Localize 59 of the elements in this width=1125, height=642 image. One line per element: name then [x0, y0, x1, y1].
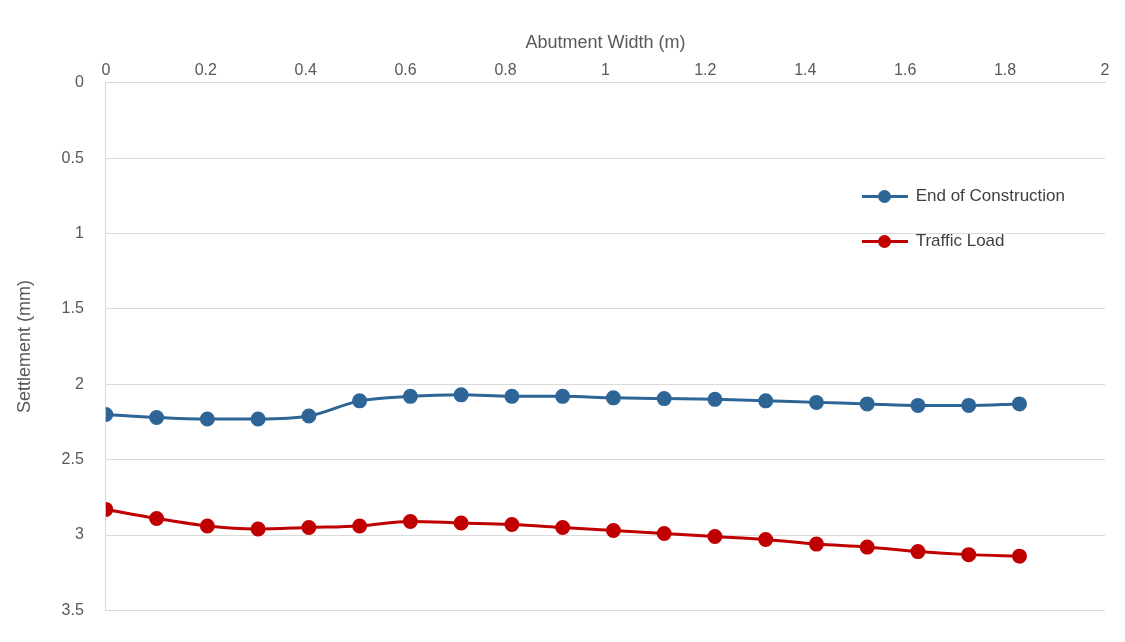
point: [352, 518, 368, 534]
point: [808, 394, 824, 410]
point: [149, 409, 165, 425]
x-tick-label: 1.6: [894, 60, 917, 78]
point: [250, 411, 266, 427]
point: [555, 519, 571, 535]
x-tick-label: 0: [101, 60, 111, 78]
x-tick-label: 1.8: [993, 60, 1017, 78]
point: [758, 393, 774, 409]
y-tick-label: 0: [74, 73, 84, 91]
y-tick-label: 1.5: [61, 299, 84, 317]
point: [199, 518, 215, 534]
point: [301, 408, 317, 424]
x-tick-label: 2: [1100, 60, 1110, 78]
y-tick-label: 3: [74, 525, 84, 543]
y-tick-label: 1: [74, 223, 84, 241]
x-tick-label: 0.8: [494, 60, 517, 78]
point: [301, 519, 317, 535]
point: [402, 513, 418, 529]
point: [1011, 548, 1027, 564]
point: [504, 516, 520, 532]
point: [453, 387, 469, 403]
point: [808, 536, 824, 552]
point: [707, 529, 723, 545]
point: [605, 390, 621, 406]
point: [402, 388, 418, 404]
point: [199, 411, 215, 427]
point: [707, 391, 723, 407]
x-tick-label: 1: [600, 60, 610, 78]
y-tick-label: 2: [74, 374, 84, 392]
point: [656, 391, 672, 407]
x-tick-label: 1.4: [794, 60, 817, 78]
y-tick-label: 0.5: [61, 148, 84, 166]
legend-label: End of Construction: [915, 186, 1065, 206]
point: [859, 396, 875, 412]
y-tick-label: 3.5: [61, 600, 84, 618]
point: [149, 510, 165, 526]
x-tick-label: 1.2: [694, 60, 717, 78]
point: [453, 515, 469, 531]
y-tick-label: 2.5: [61, 450, 84, 468]
point: [1011, 396, 1027, 412]
point: [910, 397, 926, 413]
x-tick-label: 0.2: [194, 60, 217, 78]
x-axis-title: Abutment Width (m): [525, 31, 686, 52]
point: [352, 393, 368, 409]
legend-label: Traffic Load: [915, 231, 1005, 251]
point: [961, 397, 977, 413]
point: [656, 526, 672, 542]
point: [961, 547, 977, 563]
point: [250, 521, 266, 537]
point: [859, 539, 875, 555]
point: [910, 544, 926, 560]
point: [555, 388, 571, 404]
point: [605, 523, 621, 539]
point: [758, 532, 774, 548]
x-tick-label: 0.4: [294, 60, 317, 78]
x-tick-label: 0.6: [394, 60, 417, 78]
y-axis-title: Settlement (mm): [13, 280, 34, 414]
point: [504, 388, 520, 404]
